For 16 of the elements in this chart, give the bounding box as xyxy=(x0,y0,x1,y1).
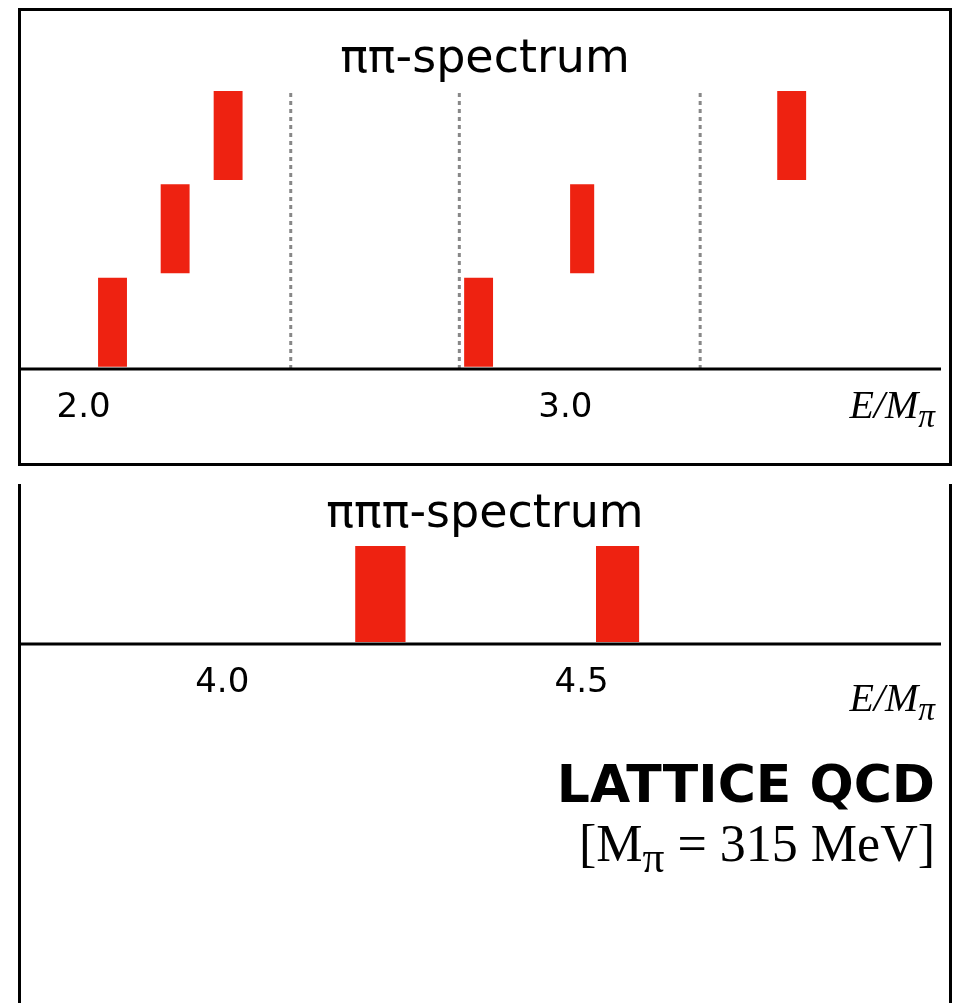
bar xyxy=(98,277,127,367)
x-tick-label: 2.0 xyxy=(56,385,111,426)
x-axis-title: E/M$_{π}$ xyxy=(849,381,935,435)
bar xyxy=(570,184,595,274)
x-tick-label: 3.0 xyxy=(538,385,593,426)
x-tick-label: 4.5 xyxy=(554,660,609,701)
annotation: [M$_{π}$ = 315 MeV] xyxy=(578,814,935,883)
chart-title: πππ-spectrum xyxy=(325,484,645,540)
bar xyxy=(464,277,494,367)
bar xyxy=(213,91,243,180)
x-tick-label: 4.0 xyxy=(195,660,250,701)
bar xyxy=(777,91,807,180)
chart-title: ππ-spectrum xyxy=(339,29,631,85)
annotation: LATTICE QCD xyxy=(555,754,935,814)
x-axis-title: E/M$_{π}$ xyxy=(849,674,935,728)
bar xyxy=(160,184,190,274)
